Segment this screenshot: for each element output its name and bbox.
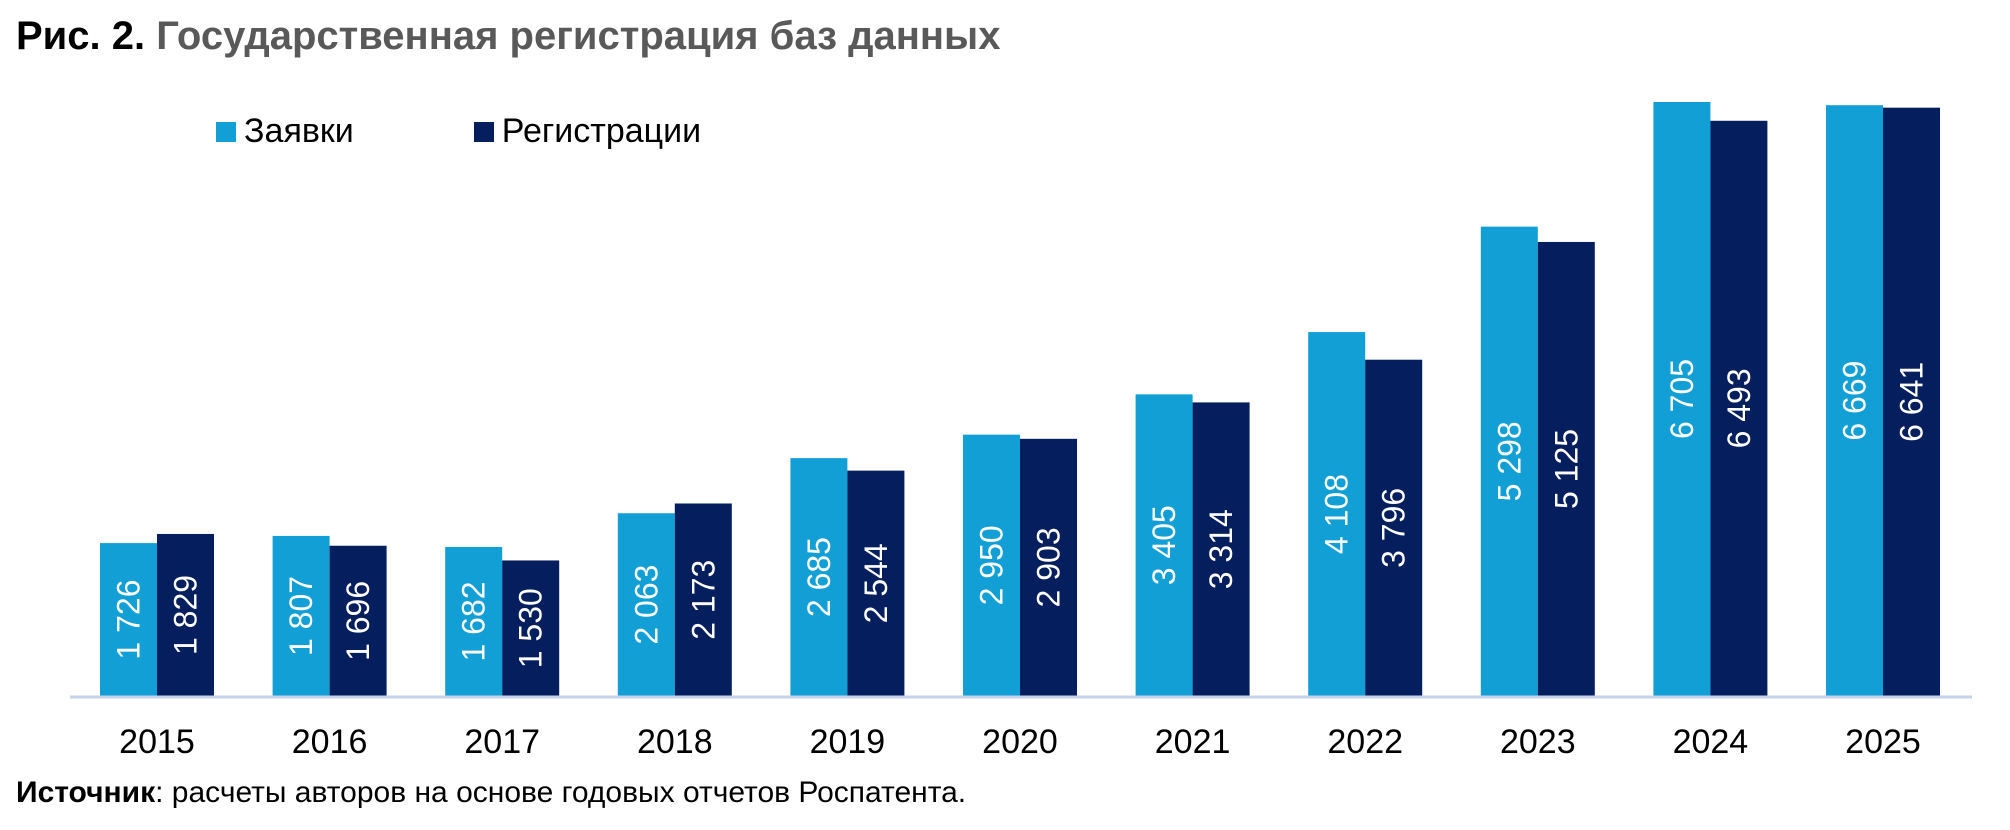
data-label-registrations-2019: 2 544 — [858, 543, 894, 623]
bar-registrations-2017 — [502, 560, 560, 696]
bar-applications-2023 — [1480, 226, 1538, 696]
data-label-registrations-2017: 1 530 — [513, 588, 549, 668]
data-label-applications-2021: 3 405 — [1146, 505, 1182, 585]
x-tick-label-2015: 2015 — [119, 723, 195, 760]
x-tick-label-2017: 2017 — [464, 723, 540, 760]
legend-label-registrations: Регистрации — [501, 112, 702, 150]
data-label-registrations-2025: 6 641 — [1894, 362, 1930, 442]
source-note: Источник: расчеты авторов на основе годо… — [16, 776, 966, 810]
bar-applications-2020 — [963, 434, 1020, 696]
bar-applications-2017 — [445, 546, 503, 696]
data-label-applications-2015: 1 726 — [111, 580, 147, 660]
x-tick-label-2025: 2025 — [1845, 723, 1921, 760]
data-label-applications-2023: 5 298 — [1491, 421, 1527, 501]
figure-title-text: Государственная регистрация баз данных — [156, 14, 1001, 58]
bar-applications-2016 — [272, 535, 330, 696]
bar-registrations-2021 — [1192, 402, 1250, 696]
source-label: Источник — [16, 776, 156, 809]
legend-item-applications: Заявки — [216, 112, 354, 151]
bar-registrations-2015 — [157, 533, 214, 696]
bar-registrations-2020 — [1020, 438, 1077, 696]
legend-swatch-applications — [216, 121, 236, 142]
x-tick-label-2022: 2022 — [1327, 723, 1403, 760]
figure-number: Рис. 2. — [16, 14, 146, 58]
bar-applications-2022 — [1308, 332, 1366, 696]
bar-registrations-2019 — [847, 470, 905, 696]
data-label-applications-2019: 2 685 — [801, 537, 837, 617]
bar-registrations-2025 — [1883, 107, 1940, 696]
source-text: : расчеты авторов на основе годовых отче… — [155, 776, 967, 809]
x-tick-label-2019: 2019 — [810, 723, 886, 760]
bar-applications-2015 — [100, 543, 157, 696]
bar-chart: 1 726 1 829 2015 1 807 1 696 2016 1 682 1 530 20… — [70, 102, 1972, 760]
data-label-registrations-2016: 1 696 — [340, 581, 376, 661]
bar-registrations-2022 — [1365, 359, 1423, 696]
data-label-registrations-2018: 2 173 — [685, 560, 721, 640]
chart-title: Рис. 2. Государственная регистрация баз … — [16, 14, 1000, 59]
x-tick-label-2020: 2020 — [982, 723, 1058, 760]
bar-registrations-2016 — [329, 545, 387, 696]
data-label-registrations-2024: 6 493 — [1721, 368, 1757, 448]
legend: Заявки Регистрации — [216, 112, 821, 151]
data-label-registrations-2020: 2 903 — [1031, 527, 1067, 607]
bar-registrations-2023 — [1537, 241, 1595, 697]
x-tick-label-2023: 2023 — [1500, 723, 1576, 760]
x-tick-label-2016: 2016 — [292, 723, 368, 760]
bar-applications-2018 — [617, 513, 675, 696]
legend-item-registrations: Регистрации — [473, 112, 702, 151]
data-label-registrations-2022: 3 796 — [1376, 488, 1412, 568]
data-label-applications-2016: 1 807 — [283, 576, 319, 656]
bar-registrations-2018 — [674, 503, 732, 696]
data-label-applications-2024: 6 705 — [1664, 359, 1700, 439]
data-label-applications-2020: 2 950 — [974, 525, 1010, 605]
data-label-applications-2025: 6 669 — [1837, 361, 1873, 441]
data-label-applications-2018: 2 063 — [628, 565, 664, 645]
data-label-applications-2017: 1 682 — [456, 581, 492, 661]
data-label-registrations-2015: 1 829 — [168, 575, 204, 655]
legend-swatch-registrations — [473, 121, 494, 142]
x-tick-label-2024: 2024 — [1673, 723, 1749, 760]
bar-applications-2019 — [790, 458, 848, 696]
data-label-registrations-2021: 3 314 — [1203, 509, 1239, 589]
bar-registrations-2024 — [1710, 120, 1768, 697]
x-tick-label-2018: 2018 — [637, 723, 713, 760]
legend-label-applications: Заявки — [244, 112, 354, 150]
bar-applications-2025 — [1826, 105, 1883, 696]
x-tick-label-2021: 2021 — [1155, 723, 1231, 760]
data-label-registrations-2023: 5 125 — [1548, 429, 1584, 509]
bar-applications-2021 — [1135, 394, 1193, 696]
data-label-applications-2022: 4 108 — [1319, 474, 1355, 554]
bar-applications-2024 — [1653, 102, 1711, 696]
